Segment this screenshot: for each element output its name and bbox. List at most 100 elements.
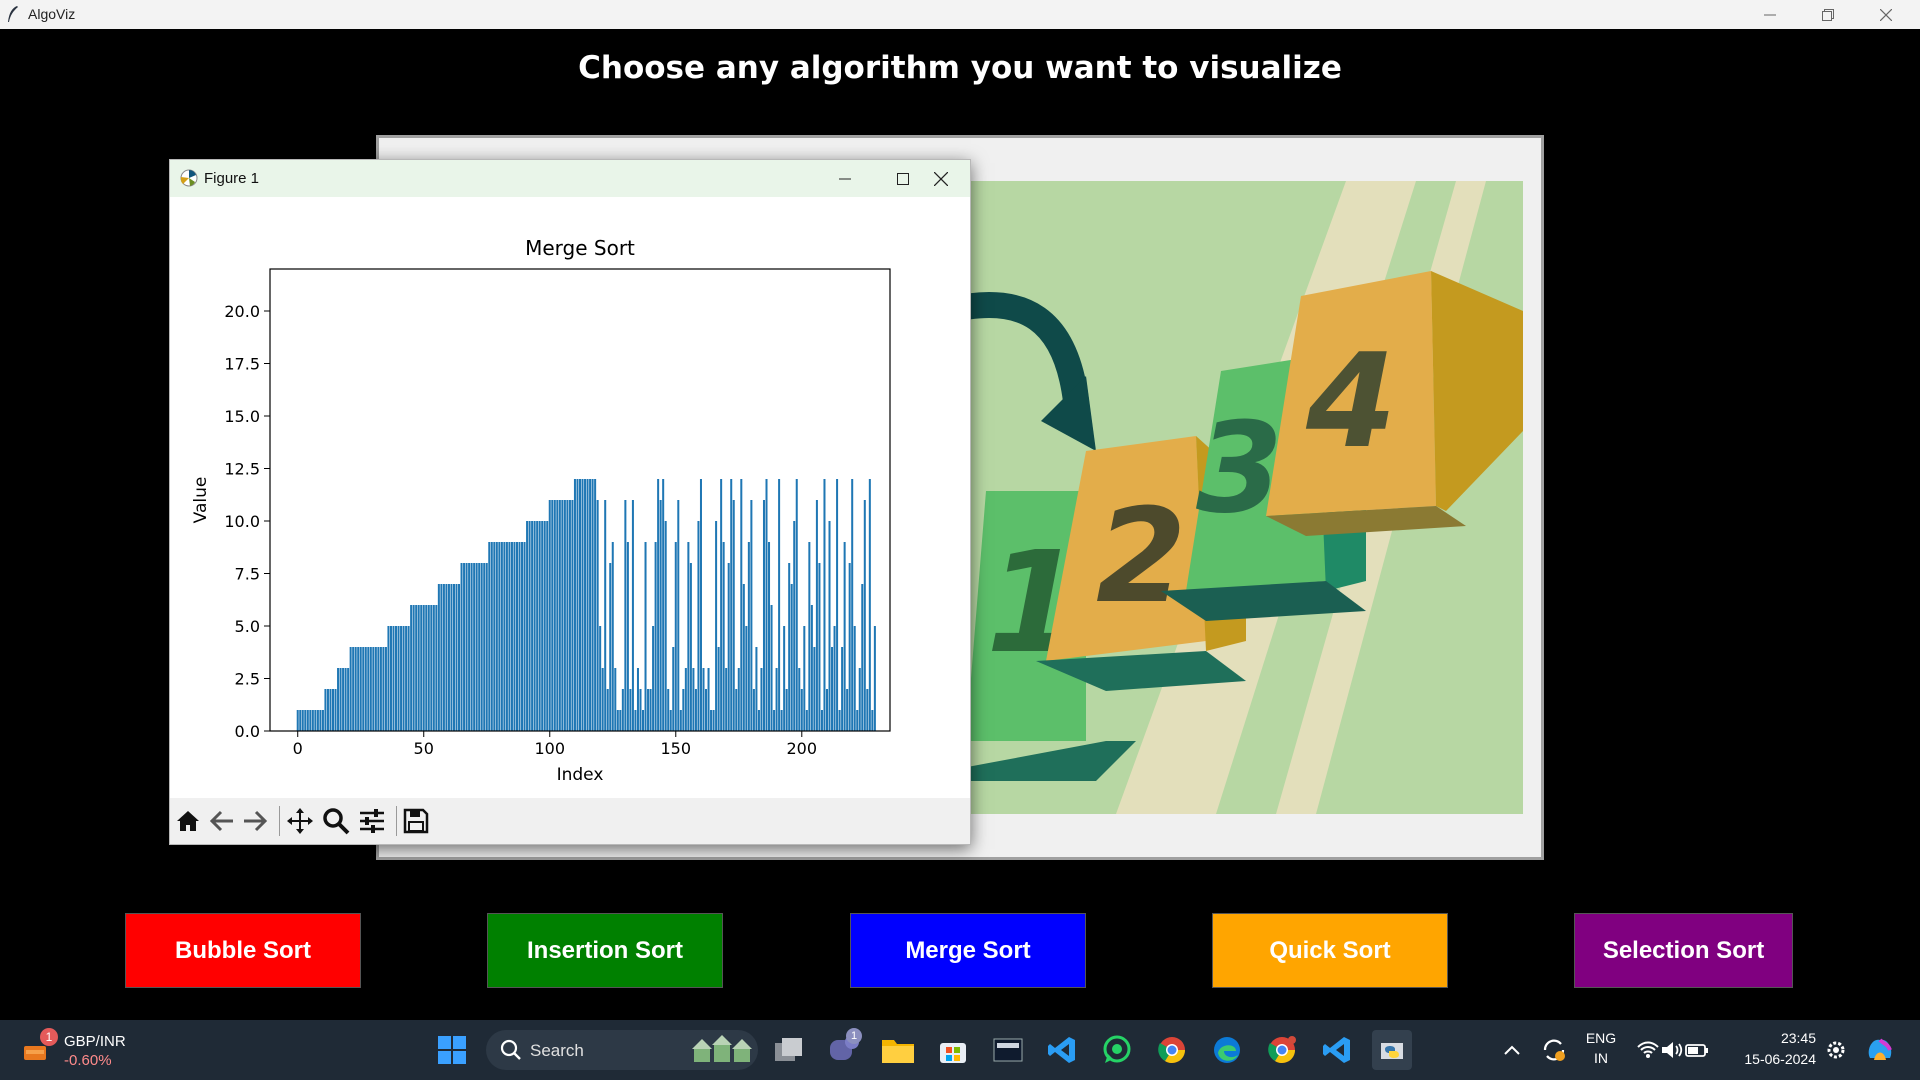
figure-minimize-button[interactable] — [816, 160, 874, 197]
pan-button[interactable] — [286, 807, 314, 835]
minimize-button[interactable] — [1741, 0, 1799, 29]
taskbar-edge[interactable] — [1207, 1030, 1247, 1070]
bar — [586, 479, 589, 731]
network-volume-battery[interactable] — [1628, 1030, 1718, 1070]
bar — [493, 542, 496, 731]
bar — [790, 584, 793, 731]
bar — [682, 689, 685, 731]
taskbar-vscode[interactable] — [1042, 1030, 1082, 1070]
restore-button[interactable] — [1799, 0, 1857, 29]
taskbar-vscode-2[interactable] — [1317, 1030, 1357, 1070]
bar — [783, 626, 786, 731]
vscode-icon — [1323, 1037, 1350, 1063]
taskbar-file-explorer[interactable] — [878, 1030, 918, 1070]
home-icon — [177, 811, 199, 831]
taskbar-chrome[interactable] — [1152, 1030, 1192, 1070]
bar — [508, 542, 511, 731]
home-button[interactable] — [174, 807, 202, 835]
bar — [445, 584, 448, 731]
bar — [321, 710, 324, 731]
sync-tray-button[interactable] — [1534, 1030, 1574, 1070]
bar — [460, 563, 463, 731]
bar — [750, 500, 753, 731]
bar — [803, 626, 806, 731]
clock-time[interactable]: 23:45 — [1780, 1030, 1816, 1046]
taskbar-store[interactable] — [933, 1030, 973, 1070]
taskbar-search[interactable]: Search — [486, 1030, 758, 1070]
figure-maximize-button[interactable] — [874, 160, 932, 197]
insertion-sort-button[interactable]: Insertion Sort — [487, 913, 723, 988]
save-button[interactable] — [402, 807, 430, 835]
bar — [478, 563, 481, 731]
bar — [578, 479, 582, 731]
bar — [828, 521, 831, 731]
show-hidden-icons-button[interactable] — [1492, 1030, 1532, 1070]
language-indicator[interactable]: ENG — [1585, 1030, 1617, 1046]
bar — [677, 500, 680, 731]
bar — [410, 605, 413, 731]
figure-window: Figure 1 Merge Sort 0 50 100 150 200 0.0 2.5 5… — [169, 159, 971, 845]
bar — [367, 647, 370, 731]
battery-icon — [1685, 1044, 1708, 1057]
taskbar-teams[interactable]: 1 — [824, 1028, 864, 1070]
bar — [337, 668, 340, 731]
selection-sort-button[interactable]: Selection Sort — [1574, 913, 1793, 988]
bar — [369, 647, 372, 731]
bubble-sort-button[interactable]: Bubble Sort — [125, 913, 361, 988]
widgets-button[interactable]: 1 GBP/INR -0.60% — [20, 1028, 130, 1072]
zoom-icon — [323, 808, 350, 835]
clock-date[interactable]: 15-06-2024 — [1744, 1051, 1816, 1067]
y-tick-label: 20.0 — [224, 302, 260, 321]
bar — [594, 479, 597, 731]
toolbar-separator — [396, 806, 397, 836]
close-icon — [1880, 8, 1892, 21]
bar — [377, 647, 380, 731]
back-button[interactable] — [208, 807, 236, 835]
bar — [775, 668, 778, 731]
bar — [470, 563, 473, 731]
copilot-button[interactable] — [1860, 1030, 1900, 1070]
taskbar-mysql[interactable] — [988, 1030, 1028, 1070]
bar — [387, 626, 390, 731]
quick-sort-button[interactable]: Quick Sort — [1212, 913, 1448, 988]
settings-tray-button[interactable] — [1816, 1030, 1856, 1070]
bar — [405, 626, 408, 731]
bar — [707, 668, 710, 731]
bar — [314, 710, 317, 731]
configure-button[interactable] — [358, 807, 386, 835]
chrome-icon — [1158, 1037, 1186, 1064]
bar — [861, 584, 864, 731]
bar — [440, 584, 443, 731]
bar — [430, 605, 433, 731]
widget-value: -0.60% — [64, 1052, 112, 1069]
taskbar-chrome-profile[interactable] — [1262, 1030, 1302, 1070]
bar — [563, 500, 566, 731]
taskbar-python[interactable] — [1372, 1030, 1412, 1070]
bar — [626, 542, 629, 731]
bar — [820, 710, 823, 731]
merge-sort-button[interactable]: Merge Sort — [850, 913, 1086, 988]
bar — [616, 710, 619, 731]
bar — [705, 689, 708, 731]
figure-close-button[interactable] — [912, 160, 970, 197]
bar — [546, 521, 549, 731]
bar — [483, 563, 486, 731]
region-indicator[interactable]: IN — [1594, 1050, 1608, 1066]
forward-button[interactable] — [241, 807, 269, 835]
bar — [334, 689, 337, 731]
taskbar-task-view[interactable] — [769, 1030, 809, 1070]
y-tick-label: 17.5 — [224, 355, 260, 374]
save-icon — [403, 808, 429, 834]
close-button[interactable] — [1857, 0, 1915, 29]
bar — [611, 542, 614, 731]
bar — [652, 626, 655, 731]
bar — [765, 479, 768, 731]
bar — [778, 479, 781, 731]
svg-text:3: 3 — [1196, 396, 1283, 541]
zoom-button[interactable] — [322, 807, 350, 835]
taskbar-whatsapp[interactable] — [1097, 1030, 1137, 1070]
bar — [296, 710, 299, 731]
taskbar: 1 GBP/INR -0.60% Search 1 — [0, 1020, 1920, 1080]
start-button[interactable] — [432, 1030, 472, 1070]
bar — [518, 542, 521, 731]
